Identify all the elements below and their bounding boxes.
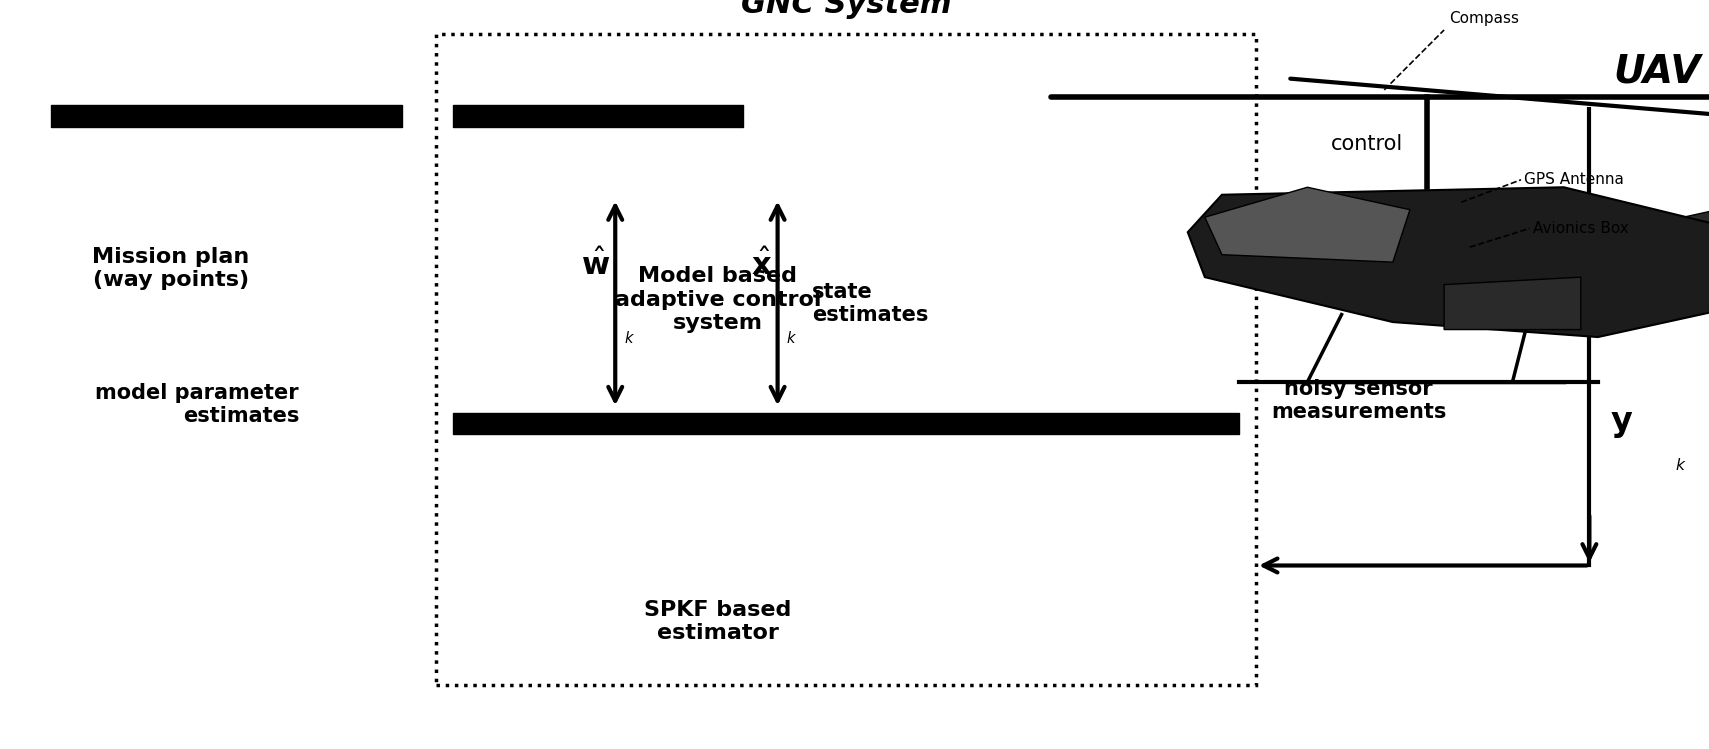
Text: control: control [1331, 133, 1403, 154]
Polygon shape [1188, 187, 1709, 337]
Text: UAV: UAV [1613, 52, 1700, 91]
Text: GPS Antenna: GPS Antenna [1524, 172, 1624, 187]
Text: $_k$: $_k$ [786, 326, 798, 346]
Text: $\hat{\mathbf{w}}$: $\hat{\mathbf{w}}$ [581, 249, 610, 281]
Bar [436, 34, 1256, 685]
Text: SPKF based
estimator: SPKF based estimator [644, 600, 791, 643]
Text: model parameter
estimates: model parameter estimates [96, 383, 299, 426]
Text: $\hat{\mathbf{x}}$: $\hat{\mathbf{x}}$ [752, 249, 772, 281]
Text: Avionics Box: Avionics Box [1533, 221, 1629, 236]
Polygon shape [1444, 277, 1581, 330]
Polygon shape [1205, 187, 1410, 262]
Text: Compass: Compass [1449, 11, 1519, 26]
Text: noisy sensor
measurements: noisy sensor measurements [1271, 379, 1446, 422]
Text: Model based
adaptive control
system: Model based adaptive control system [615, 267, 820, 333]
Text: GNC System: GNC System [740, 0, 952, 19]
Text: Mission plan
(way points): Mission plan (way points) [92, 247, 250, 291]
Text: $\mathbf{u}$: $\mathbf{u}$ [1311, 247, 1331, 276]
Text: $_k$: $_k$ [1675, 453, 1687, 473]
Text: $_k$: $_k$ [1369, 277, 1381, 297]
Text: $_k$: $_k$ [624, 326, 636, 346]
Text: state
estimates: state estimates [812, 282, 928, 325]
Text: $\mathbf{y}$: $\mathbf{y}$ [1610, 407, 1634, 440]
Polygon shape [1547, 172, 1709, 277]
